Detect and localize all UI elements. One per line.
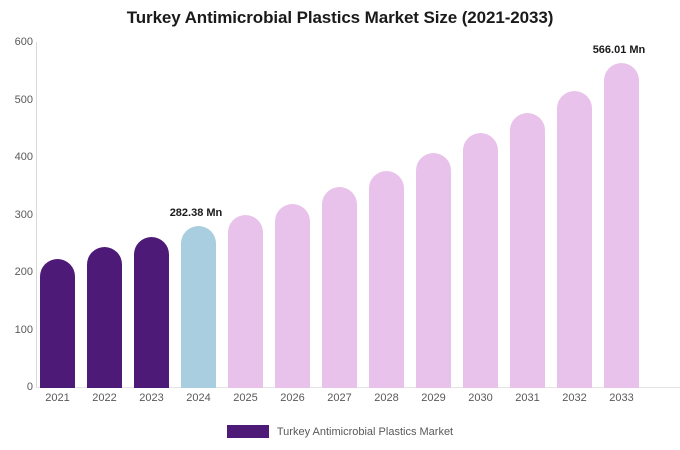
bar-column[interactable] xyxy=(40,43,75,388)
bar-column[interactable] xyxy=(181,43,216,388)
bar[interactable] xyxy=(275,204,310,388)
bar-column[interactable] xyxy=(322,43,357,388)
x-axis-tick-label: 2032 xyxy=(562,392,587,404)
x-axis-tick-label: 2029 xyxy=(421,392,446,404)
bar[interactable] xyxy=(181,225,216,388)
x-axis-tick-label: 2030 xyxy=(468,392,493,404)
y-axis-line xyxy=(36,42,37,388)
x-axis-tick-label: 2031 xyxy=(515,392,540,404)
bar[interactable] xyxy=(87,247,122,388)
bar[interactable] xyxy=(228,214,263,388)
y-axis-tick-label: 300 xyxy=(14,208,33,221)
x-axis-tick-label: 2021 xyxy=(45,392,70,404)
x-axis-tick-label: 2026 xyxy=(280,392,305,404)
x-axis-tick-label: 2023 xyxy=(139,392,164,404)
bar-column[interactable] xyxy=(557,43,592,388)
bar-value-label: 282.38 Mn xyxy=(169,206,223,219)
y-axis-tick-label: 200 xyxy=(14,266,33,278)
bar-value-label: 566.01 Mn xyxy=(592,43,646,56)
bar-series: 282.38 Mn 566.01 Mn xyxy=(40,42,680,388)
bar[interactable] xyxy=(322,186,357,388)
bar[interactable] xyxy=(416,152,451,388)
x-axis-tick-label: 2033 xyxy=(609,392,634,404)
bar-column[interactable] xyxy=(369,43,404,388)
y-axis-tick-label: 500 xyxy=(14,93,33,106)
bar[interactable] xyxy=(557,90,592,388)
bar[interactable] xyxy=(40,259,75,388)
y-axis-tick-label: 100 xyxy=(14,323,33,336)
bar-column[interactable] xyxy=(604,43,639,388)
bar[interactable] xyxy=(510,113,545,388)
y-axis-tick-label: 0 xyxy=(26,381,33,393)
y-axis-tick-label: 400 xyxy=(14,151,33,163)
bar[interactable] xyxy=(463,133,498,388)
x-axis-tick-label: 2022 xyxy=(92,392,117,404)
x-axis-tick-label: 2024 xyxy=(186,392,211,404)
bar[interactable] xyxy=(604,62,639,388)
bar-column[interactable] xyxy=(87,43,122,388)
x-axis-tick-label: 2028 xyxy=(374,392,399,404)
y-axis-tick-label: 600 xyxy=(14,36,33,48)
bar-column[interactable] xyxy=(510,43,545,388)
x-axis-tick-label: 2025 xyxy=(233,392,258,404)
bar-column[interactable] xyxy=(275,43,310,388)
chart-title: Turkey Antimicrobial Plastics Market Siz… xyxy=(126,8,554,27)
bar-column[interactable] xyxy=(228,43,263,388)
y-axis-ticks: 0 100 200 300 400 500 600 xyxy=(0,0,33,450)
chart-legend: Turkey Antimicrobial Plastics Market xyxy=(0,425,680,438)
bar-column[interactable] xyxy=(463,43,498,388)
x-axis-ticks: 2021 2022 2023 2024 2025 2026 2027 2028 2029 2030… xyxy=(40,392,680,412)
bar[interactable] xyxy=(134,237,169,388)
x-axis-baseline xyxy=(36,387,680,388)
legend-label[interactable]: Turkey Antimicrobial Plastics Market xyxy=(276,425,454,438)
bar[interactable] xyxy=(369,171,404,388)
bar-column[interactable] xyxy=(134,43,169,388)
bar-column[interactable] xyxy=(416,43,451,388)
legend-swatch[interactable] xyxy=(226,425,269,438)
x-axis-tick-label: 2027 xyxy=(327,392,352,404)
